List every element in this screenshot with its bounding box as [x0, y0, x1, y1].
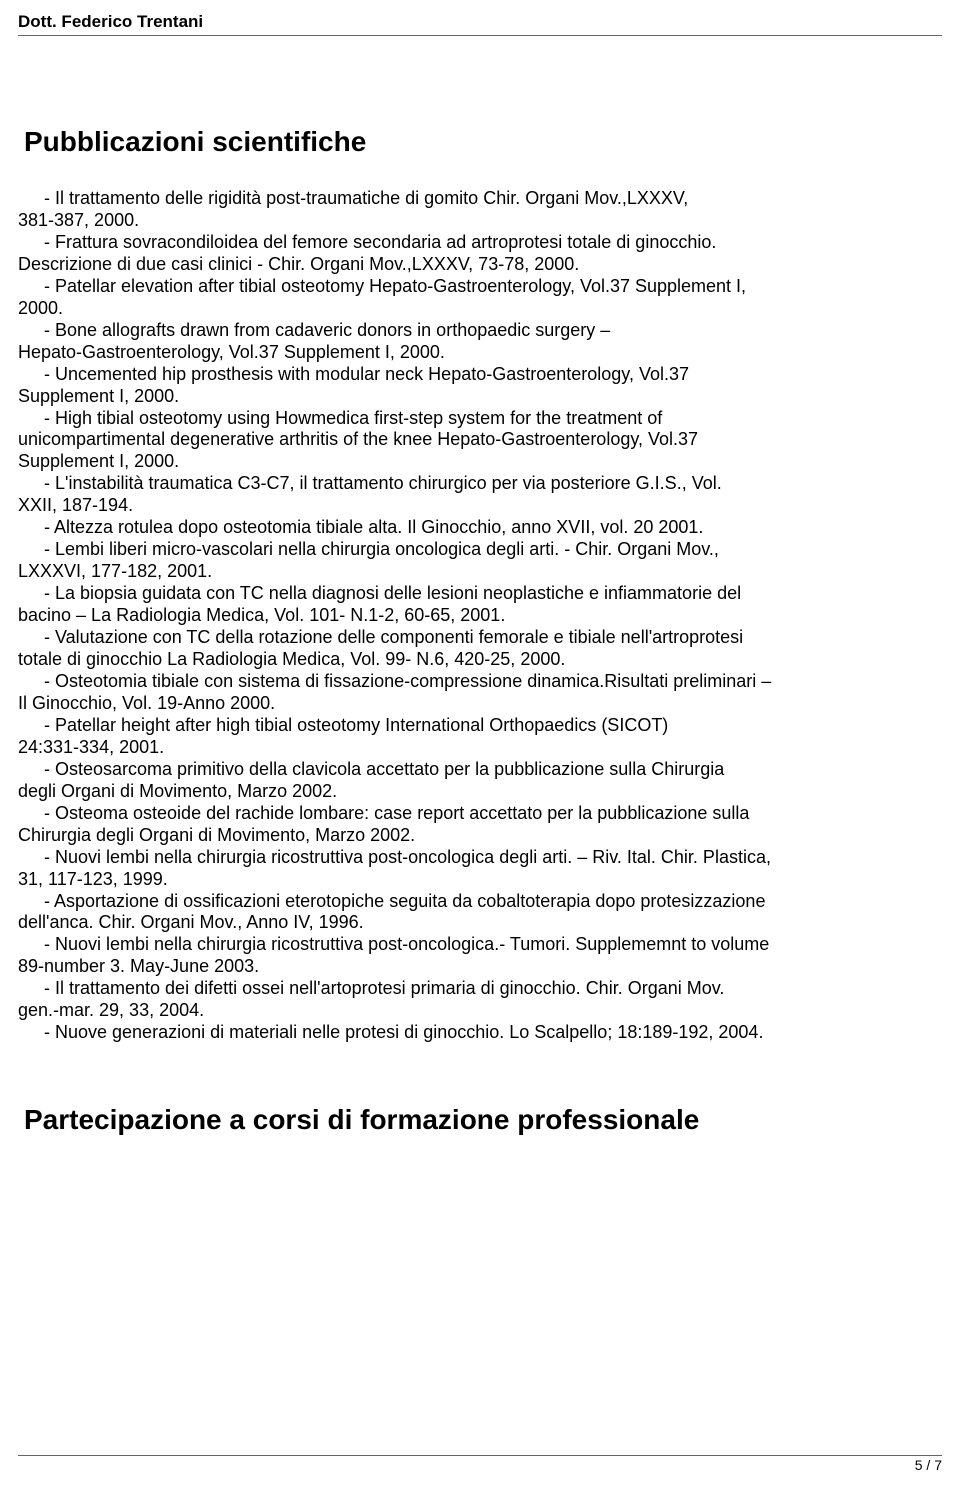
publication-item: - Il trattamento dei difetti ossei nell'…	[18, 978, 942, 1000]
publication-item: - Osteoma osteoide del rachide lombare: …	[18, 803, 942, 825]
publication-item: - Osteotomia tibiale con sistema di fiss…	[18, 671, 942, 693]
header-divider	[18, 35, 942, 36]
publication-item-continuation: 381-387, 2000.	[18, 210, 942, 232]
publication-item-continuation: 89-number 3. May-June 2003.	[18, 956, 942, 978]
publication-item-continuation: Il Ginocchio, Vol. 19-Anno 2000.	[18, 693, 942, 715]
publication-item-continuation: LXXXVI, 177-182, 2001.	[18, 561, 942, 583]
publication-item: - Nuove generazioni di materiali nelle p…	[18, 1022, 942, 1044]
publication-item-continuation: Hepato-Gastroenterology, Vol.37 Suppleme…	[18, 342, 942, 364]
publication-item: - Patellar elevation after tibial osteot…	[18, 276, 942, 298]
publication-item: - Asportazione di ossificazioni eterotop…	[18, 891, 942, 913]
publication-item: - Osteosarcoma primitivo della clavicola…	[18, 759, 942, 781]
publication-item: - Valutazione con TC della rotazione del…	[18, 627, 942, 649]
footer-divider	[18, 1455, 942, 1456]
publication-item-continuation: 2000.	[18, 298, 942, 320]
publication-item: - Nuovi lembi nella chirurgia ricostrutt…	[18, 847, 942, 869]
publication-item: - Bone allografts drawn from cadaveric d…	[18, 320, 942, 342]
page-header-author: Dott. Federico Trentani	[18, 12, 942, 34]
publication-item-continuation: Descrizione di due casi clinici - Chir. …	[18, 254, 942, 276]
publication-item: - Uncemented hip prosthesis with modular…	[18, 364, 942, 386]
publication-item: - Patellar height after high tibial oste…	[18, 715, 942, 737]
page-number: 5 / 7	[18, 1457, 942, 1473]
publication-item: - Altezza rotulea dopo osteotomia tibial…	[18, 517, 942, 539]
publication-item-continuation: 24:331-334, 2001.	[18, 737, 942, 759]
publication-item: - Lembi liberi micro-vascolari nella chi…	[18, 539, 942, 561]
publication-item: - High tibial osteotomy using Howmedica …	[18, 408, 942, 430]
publications-list: - Il trattamento delle rigidità post-tra…	[18, 188, 942, 1044]
publication-item-continuation: dell'anca. Chir. Organi Mov., Anno IV, 1…	[18, 912, 942, 934]
publication-item-continuation: unicompartimental degenerative arthritis…	[18, 429, 942, 451]
section-title-courses: Partecipazione a corsi di formazione pro…	[24, 1104, 942, 1136]
publication-item-continuation: degli Organi di Movimento, Marzo 2002.	[18, 781, 942, 803]
section-title-publications: Pubblicazioni scientifiche	[24, 126, 942, 158]
publication-item-continuation: gen.-mar. 29, 33, 2004.	[18, 1000, 942, 1022]
publication-item-continuation: Supplement I, 2000.	[18, 451, 942, 473]
publication-item: - La biopsia guidata con TC nella diagno…	[18, 583, 942, 605]
publication-item-continuation: totale di ginocchio La Radiologia Medica…	[18, 649, 942, 671]
publication-item-continuation: Chirurgia degli Organi di Movimento, Mar…	[18, 825, 942, 847]
publication-item-continuation: XXII, 187-194.	[18, 495, 942, 517]
publication-item-continuation: bacino – La Radiologia Medica, Vol. 101-…	[18, 605, 942, 627]
publication-item: - Nuovi lembi nella chirurgia ricostrutt…	[18, 934, 942, 956]
publication-item-continuation: 31, 117-123, 1999.	[18, 869, 942, 891]
publication-item: - Frattura sovracondiloidea del femore s…	[18, 232, 942, 254]
publication-item-continuation: Supplement I, 2000.	[18, 386, 942, 408]
publication-item: - Il trattamento delle rigidità post-tra…	[18, 188, 942, 210]
page-footer: 5 / 7	[18, 1455, 942, 1473]
publication-item: - L'instabilità traumatica C3-C7, il tra…	[18, 473, 942, 495]
